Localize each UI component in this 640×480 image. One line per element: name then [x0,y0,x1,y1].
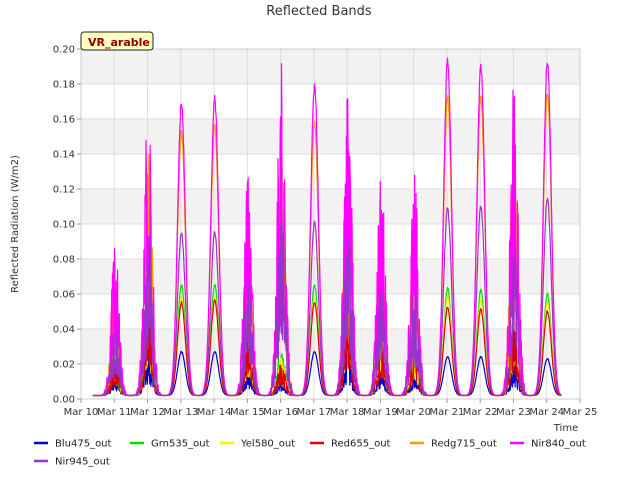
x-tick-label: Mar 23 [496,407,531,418]
grid-band [81,189,580,224]
x-tick-label: Mar 16 [263,407,298,418]
grid-band [81,119,580,154]
x-tick-label: Mar 19 [363,407,398,418]
site-badge-box [80,31,154,51]
legend-label: Grn535_out [151,439,210,450]
x-tick-label: Mar 18 [330,407,365,418]
site-badge-label: VR_arable [88,36,150,49]
x-tick-label: Mar 11 [97,407,132,418]
y-tick-label: 0.04 [53,325,75,336]
grid-band [81,259,580,294]
chart-title: Reflected Bands [266,4,372,19]
y-tick-label: 0.18 [53,80,75,91]
x-tick-label: Mar 14 [197,407,232,418]
y-axis-title: Reflected Radiation (W/m2) [10,155,21,293]
x-tick-label: Mar 22 [463,407,498,418]
legend: Blu475_out Grn535_out Yel580_out Red655_out… [34,439,586,468]
x-tick-label: Mar 24 [529,407,564,418]
series-layer [92,57,562,397]
legend-label: Nir840_out [531,439,586,450]
y-tick-label: 0.00 [53,395,75,406]
legend-label: Blu475_out [55,439,112,450]
x-tick-label: Mar 13 [163,407,198,418]
grid-band [81,49,580,84]
y-tick-label: 0.16 [53,115,75,126]
y-axis-ticks: 0.00 0.02 0.04 0.06 0.08 0.10 0.12 0.14 0.16 0.18… [53,45,81,406]
legend-label: Yel580_out [240,439,295,450]
x-tick-label: Mar 12 [130,407,165,418]
y-tick-label: 0.02 [53,360,75,371]
legend-label: Red655_out [331,439,391,450]
grid-band [81,329,580,364]
y-tick-label: 0.20 [53,45,75,56]
x-tick-label: Mar 21 [430,407,465,418]
site-badge: VR_arable [80,31,154,51]
grid-bands [81,49,580,364]
y-tick-label: 0.10 [53,220,75,231]
legend-label: Nir945_out [55,457,110,468]
y-tick-label: 0.06 [53,290,75,301]
legend-label: Redg715_out [431,439,497,450]
y-tick-label: 0.08 [53,255,75,266]
x-tick-label: Mar 20 [396,407,431,418]
x-tick-label: Mar 17 [296,407,331,418]
x-axis-title: Time [553,423,578,434]
x-tick-label: Mar 10 [64,407,99,418]
series-line-nir945-out [92,197,562,397]
y-tick-label: 0.14 [53,150,75,161]
x-tick-label: Mar 25 [563,407,598,418]
y-tick-label: 0.12 [53,185,75,196]
x-tick-label: Mar 15 [230,407,265,418]
